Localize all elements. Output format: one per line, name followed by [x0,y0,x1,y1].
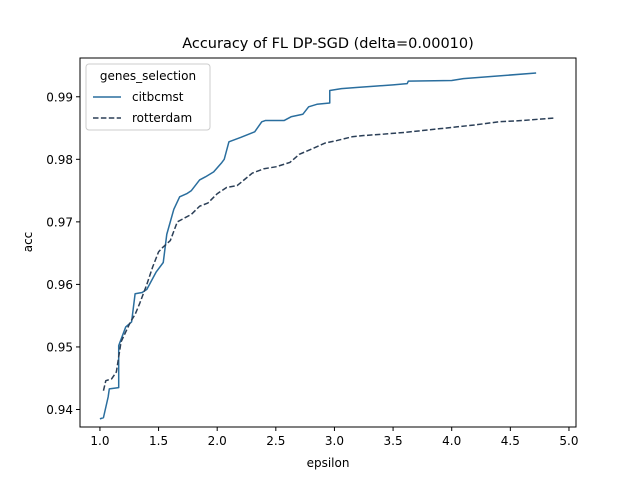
x-tick-label: 3.5 [384,434,403,448]
x-tick-label: 1.5 [149,434,168,448]
y-axis: 0.94 0.95 0.96 0.97 0.98 0.99 [46,90,80,417]
plot-area [79,57,577,428]
series-layer [99,72,554,420]
series-line-citbcmst [99,72,537,420]
x-tick-label: 4.5 [501,434,520,448]
y-tick-label: 0.99 [46,90,73,104]
x-tick-label: 2.0 [208,434,227,448]
x-tick-label: 4.0 [442,434,461,448]
series-line-rotterdam [102,117,554,391]
legend-label-citbcmst: citbcmst [132,90,184,104]
y-tick-label: 0.97 [46,215,73,229]
chart-title: Accuracy of FL DP-SGD (delta=0.00010) [182,36,474,52]
y-tick-label: 0.94 [46,403,73,417]
x-tick-label: 5.0 [559,434,578,448]
x-axis: 1.0 1.5 2.0 2.5 3.0 3.5 4.0 4.5 5.0 [90,427,579,448]
legend-label-rotterdam: rotterdam [132,111,192,125]
plot-frame [79,57,577,428]
y-tick-label: 0.98 [46,153,73,167]
x-tick-label: 3.0 [325,434,344,448]
x-tick-label: 1.0 [90,434,109,448]
y-tick-label: 0.96 [46,278,73,292]
legend: genes_selection citbcmst rotterdam [85,63,211,131]
legend-box [85,63,211,131]
y-axis-label: acc [21,232,35,253]
x-tick-label: 2.5 [266,434,285,448]
y-tick-label: 0.95 [46,340,73,354]
legend-title: genes_selection [100,69,196,83]
x-axis-label: epsilon [307,456,350,470]
